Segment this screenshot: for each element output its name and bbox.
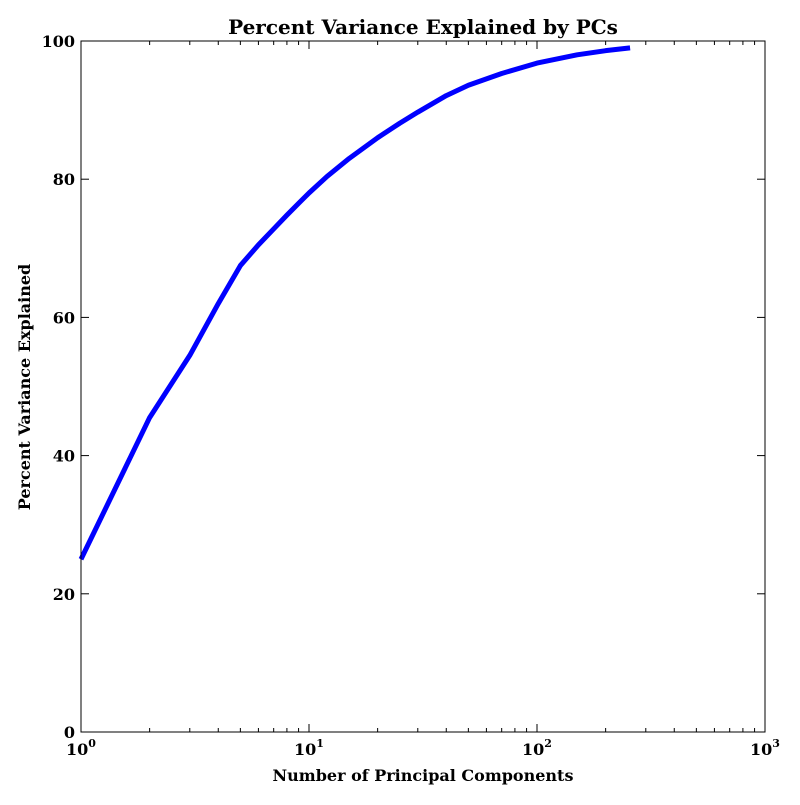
y-tick-label: 20 xyxy=(53,585,75,604)
y-tick-label: 80 xyxy=(53,170,75,189)
series-line-0 xyxy=(78,45,631,561)
y-tick-label: 0 xyxy=(64,723,75,742)
plot-frame xyxy=(80,40,766,733)
axis-ticks: 0 20 40 60 80 100 100 101 102 103 xyxy=(42,32,780,759)
y-axis-label: Percent Variance Explained xyxy=(15,264,34,510)
x-tick-label: 100 xyxy=(66,737,96,759)
plot-area xyxy=(78,45,631,561)
x-axis-label: Number of Principal Components xyxy=(273,766,574,785)
x-tick-label: 102 xyxy=(522,737,552,759)
y-tick-label: 100 xyxy=(42,32,75,51)
y-tick-label: 60 xyxy=(53,308,75,327)
x-tick-label: 101 xyxy=(294,737,324,759)
y-tick-label: 40 xyxy=(53,447,75,466)
chart-title: Percent Variance Explained by PCs xyxy=(228,15,618,39)
x-tick-label: 103 xyxy=(750,737,780,759)
